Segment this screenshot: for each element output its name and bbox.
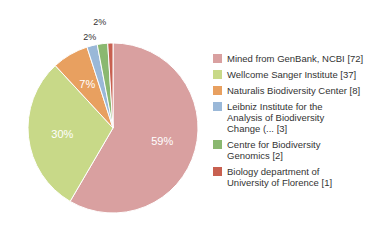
html-text:Wellcome Sanger Institute [37]: Wellcome Sanger Institute [37] xyxy=(227,68,357,80)
html-text:Mined from GenBank, NCBI [72]: Mined from GenBank, NCBI [72] xyxy=(227,52,364,64)
svg-text:2%: 2% xyxy=(93,17,106,27)
html-text:Leibniz Institute for the: Leibniz Institute for the xyxy=(227,100,323,112)
svg-text:7%: 7% xyxy=(79,78,95,90)
svg-text:59%: 59% xyxy=(151,135,173,147)
html-text:Centre for Biodiversity: Centre for Biodiversity xyxy=(227,138,321,150)
html-text:Naturalis Biodiversity Center: Naturalis Biodiversity Center [8] xyxy=(227,84,361,96)
svg-text:2%: 2% xyxy=(83,32,96,42)
html-text:Change (... [3]: Change (... [3] xyxy=(227,122,288,134)
html-text:Analysis of Biodiversity: Analysis of Biodiversity xyxy=(227,111,325,123)
svg-text:30%: 30% xyxy=(51,128,73,140)
html-text:Biology department of: Biology department of xyxy=(227,165,320,177)
html-text:Genomics [2]: Genomics [2] xyxy=(227,149,283,161)
html-text:University of Florence [1]: University of Florence [1] xyxy=(227,176,333,188)
